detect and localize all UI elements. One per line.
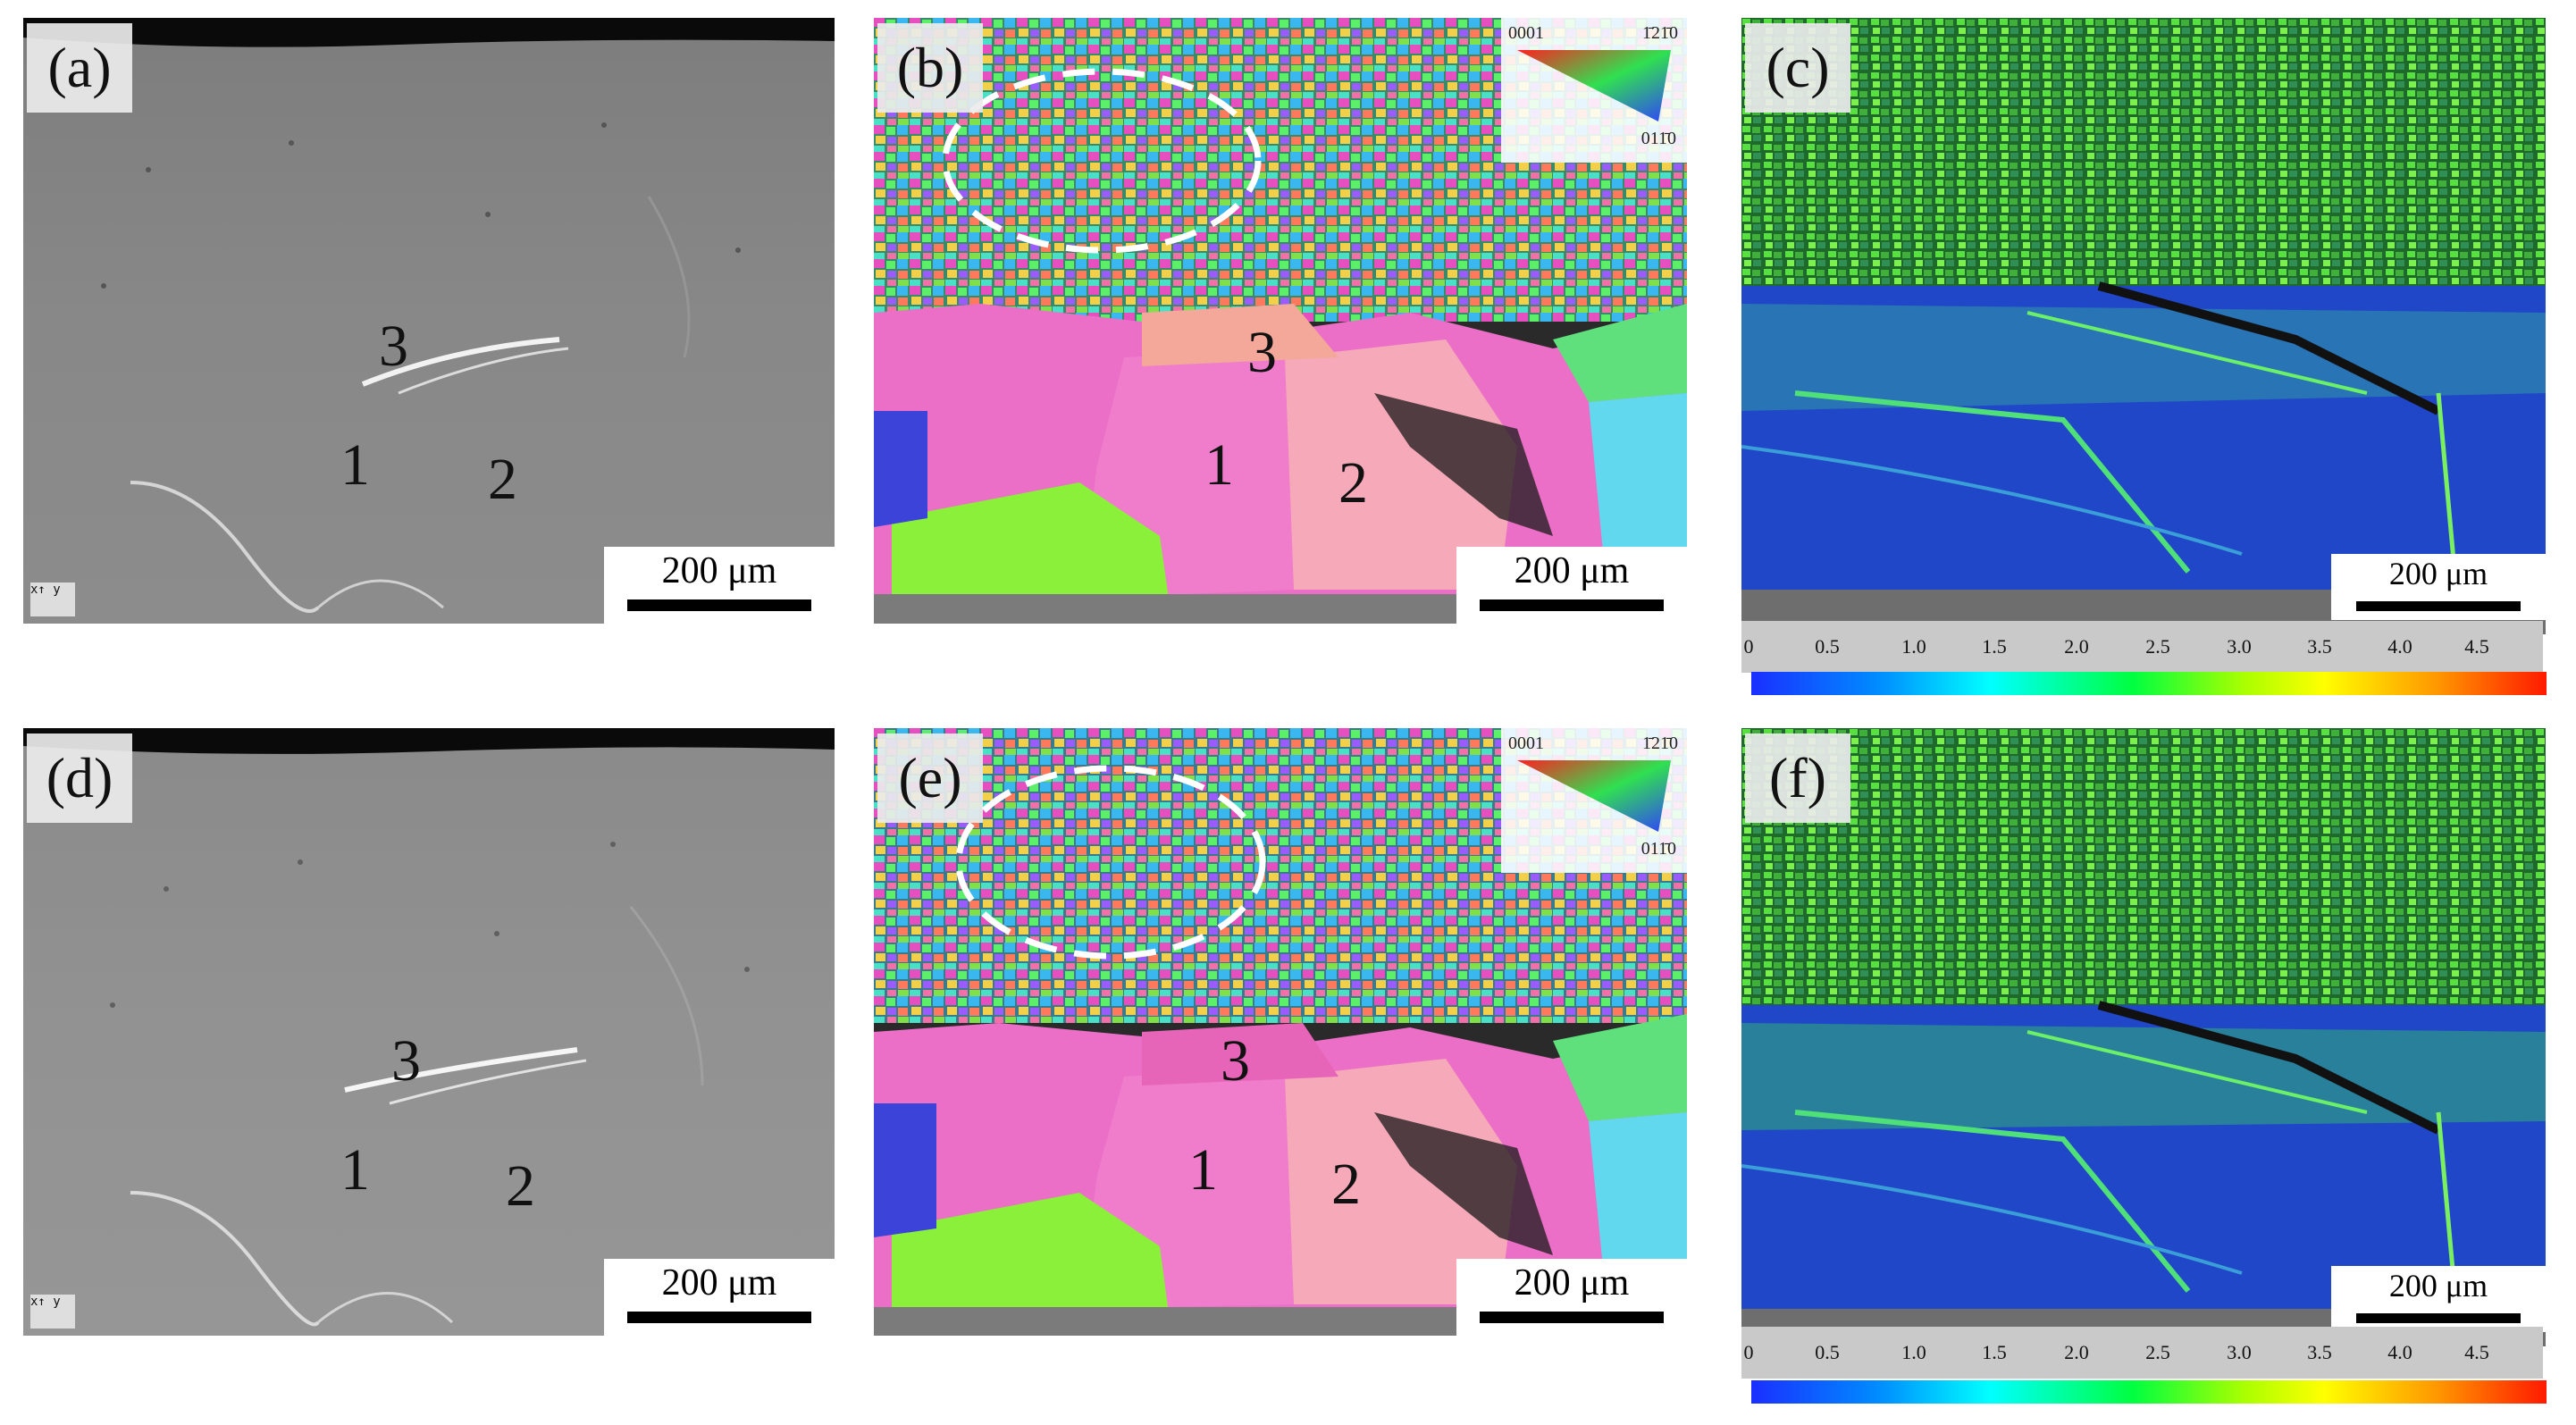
panel-label: (d) (27, 733, 132, 823)
colorbar-tick: 4.0 (2387, 1341, 2412, 1363)
colorbar-tick: 2.0 (2064, 635, 2089, 658)
colorbar-tick: 0.5 (1815, 635, 1840, 658)
ipf-key-0001: 0001 (1508, 733, 1544, 753)
region-label-3: 3 (379, 314, 408, 379)
colorbar-tick: 1.0 (1901, 635, 1926, 658)
colorbar-tick: 0.5 (1815, 1341, 1840, 1363)
panel-f-kam-map: (f) 200 μm (1741, 728, 2546, 1346)
sem-micrograph (23, 18, 835, 624)
region-label-2: 2 (1338, 450, 1368, 516)
kam-colorbar-axis-bottom: 0 0.5 1.0 1.5 2.0 2.5 3.0 3.5 4.0 4.5 (1741, 1327, 2543, 1379)
ipf-key-0110: 011̄0 (1640, 839, 1676, 859)
colorbar-tick: 3.5 (2307, 1341, 2332, 1363)
colorbar-tick: 1.5 (1982, 635, 2007, 658)
panel-e-ipf-map: (e) 0001 1̄21̄0 011̄0 3 1 2 200 μm (874, 728, 1687, 1336)
panel-label: (f) (1745, 733, 1850, 823)
region-label-3: 3 (391, 1028, 421, 1094)
panel-a-sem-image: (a) 3 1 2 x↑ y 200 μm (23, 18, 835, 624)
colorbar-tick: 4.0 (2387, 635, 2412, 658)
scale-bar-label: 200 μm (1514, 1262, 1630, 1303)
scale-bar-label: 200 μm (2388, 556, 2488, 591)
colorbar-tick: 2.5 (2145, 1341, 2170, 1363)
sem-micrograph (23, 728, 835, 1336)
scale-bar: 200 μm (604, 547, 835, 624)
scale-bar-line (2356, 601, 2521, 611)
ebsd-kam-map (1741, 18, 2546, 634)
colorbar-tick: 1.5 (1982, 1341, 2007, 1363)
ipf-color-key: 0001 1̄21̄0 011̄0 (1501, 728, 1687, 873)
panel-b-ipf-map: (b) 0001 1̄21̄0 011̄0 3 1 2 200 μm (874, 18, 1687, 624)
scale-bar-label: 200 μm (2388, 1268, 2488, 1303)
region-label-1: 1 (1188, 1137, 1218, 1203)
region-label-3: 3 (1221, 1028, 1250, 1094)
axis-icon: x↑ y (30, 1295, 75, 1329)
colorbar-tick: 3.0 (2227, 1341, 2252, 1363)
region-label-2: 2 (506, 1153, 535, 1219)
colorbar-tick: 0 (1743, 635, 1754, 658)
scale-bar: 200 μm (1456, 1259, 1687, 1336)
ipf-triangle-icon (1517, 760, 1671, 832)
region-label-1: 1 (340, 432, 370, 498)
scale-bar-line (627, 599, 811, 611)
scale-bar-line (2356, 1313, 2521, 1323)
colorbar-tick: 3.5 (2307, 635, 2332, 658)
ipf-triangle-icon (1517, 50, 1671, 122)
region-label-1: 1 (1204, 432, 1234, 498)
ipf-key-0110: 011̄0 (1640, 129, 1676, 148)
ipf-key-1210: 1̄21̄0 (1642, 733, 1678, 753)
scale-bar: 200 μm (2331, 554, 2546, 620)
colorbar-tick: 2.5 (2145, 635, 2170, 658)
ebsd-ipf-map (874, 728, 1687, 1336)
scale-bar-label: 200 μm (661, 550, 777, 591)
ipf-color-key: 0001 1̄21̄0 011̄0 (1501, 18, 1687, 163)
kam-colorbar-top (1751, 672, 2547, 695)
scale-bar: 200 μm (2331, 1266, 2546, 1332)
colorbar-tick: 2.0 (2064, 1341, 2089, 1363)
panel-c-kam-map: (c) 200 μm (1741, 18, 2546, 634)
ebsd-kam-map (1741, 728, 2546, 1346)
ipf-key-1210: 1̄21̄0 (1642, 23, 1678, 43)
kam-colorbar-axis-top: 0 0.5 1.0 1.5 2.0 2.5 3.0 3.5 4.0 4.5 (1741, 621, 2543, 673)
region-label-2: 2 (1331, 1152, 1361, 1217)
panel-d-sem-image: (d) 3 1 2 x↑ y 200 μm (23, 728, 835, 1336)
scale-bar-label: 200 μm (661, 1262, 777, 1303)
panel-label: (c) (1745, 23, 1850, 113)
axis-icon: x↑ y (30, 583, 75, 616)
colorbar-tick: 4.5 (2464, 1341, 2489, 1363)
scale-bar-label: 200 μm (1514, 550, 1630, 591)
region-label-1: 1 (340, 1137, 370, 1203)
scale-bar: 200 μm (604, 1259, 835, 1336)
scale-bar-line (1480, 1312, 1664, 1323)
scale-bar: 200 μm (1456, 547, 1687, 624)
colorbar-tick: 4.5 (2464, 635, 2489, 658)
scale-bar-line (1480, 599, 1664, 611)
panel-label: (a) (27, 23, 132, 113)
panel-label: (e) (877, 733, 983, 823)
scale-bar-line (627, 1312, 811, 1323)
colorbar-tick: 1.0 (1901, 1341, 1926, 1363)
region-label-2: 2 (488, 447, 517, 512)
ipf-key-0001: 0001 (1508, 23, 1544, 43)
panel-label: (b) (877, 23, 983, 113)
colorbar-tick: 0 (1743, 1341, 1754, 1363)
region-label-3: 3 (1247, 320, 1277, 385)
colorbar-tick: 3.0 (2227, 635, 2252, 658)
kam-colorbar-bottom (1751, 1380, 2547, 1404)
